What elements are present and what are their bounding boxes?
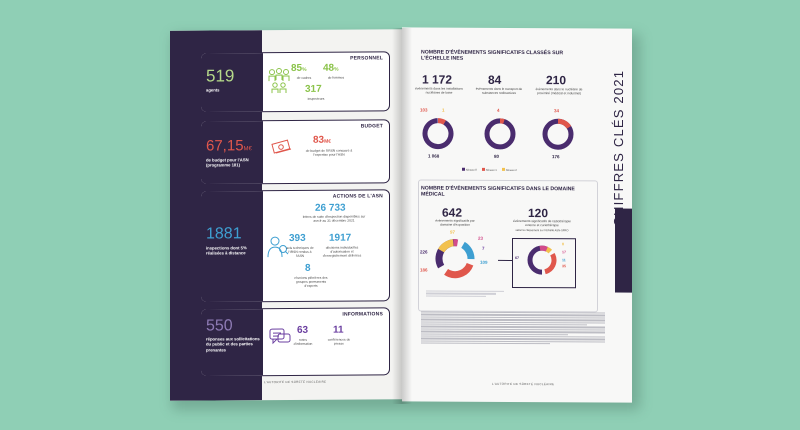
medical-b-label-35: 35 <box>562 264 566 269</box>
femmes-value: 48 <box>323 62 335 74</box>
ines-label-2: évènements dans le transport de substanc… <box>475 86 523 95</box>
inspecteurs-value: 317 <box>305 83 322 95</box>
agents-label: agents <box>206 87 220 93</box>
ines-donut-3 <box>542 118 574 150</box>
ines-bottom-1: 1 068 <box>428 153 440 159</box>
ines-legend-1: Niveau 1 <box>485 167 497 172</box>
vertical-title: CHIFFRES CLÉS 2021 <box>611 69 626 227</box>
femmes-label: de femmes <box>327 75 345 80</box>
medical-b-label-8: 8 <box>562 242 564 247</box>
avis-label: avis techniques de l'IRSN rendus à l'ASN <box>286 245 314 258</box>
informations-card: 550 réponses aux sollicitations du publi… <box>200 307 390 377</box>
budget-label: de budget de l'IRSN consacré à l'experti… <box>305 148 353 157</box>
informations-title: INFORMATIONS <box>342 311 383 318</box>
medical-a-label-23: 23 <box>478 235 484 241</box>
cadres-value: 85 <box>291 62 303 74</box>
medical-a-label-97: 97 <box>450 229 456 235</box>
ines-legend-2: Niveau 2 <box>505 167 517 172</box>
reunions-label: réunions plénières des groupes permanent… <box>294 275 328 288</box>
reponses-label: réponses aux sollicitations du public et… <box>206 336 260 353</box>
personnel-title: PERSONNEL <box>350 55 383 62</box>
medical-donut-b <box>527 245 557 275</box>
avis-value: 393 <box>289 232 306 244</box>
medical-b-label-67: 67 <box>515 255 519 261</box>
medical-a-label-7: 7 <box>482 245 485 251</box>
left-page: 519 agents PERSONNEL 85% de cadres 48% d… <box>170 29 402 401</box>
ines-top-a-3: 34 <box>554 108 560 114</box>
conf-label: conférences de presse <box>327 337 351 346</box>
personnel-card: 519 agents PERSONNEL 85% de cadres 48% d… <box>200 51 390 113</box>
budget-card: 67,15M€ de budget pour l'ASN (programme … <box>200 119 390 185</box>
ines-bottom-3: 176 <box>552 154 560 160</box>
inspector-icon <box>267 236 289 258</box>
inspections-value: 1881 <box>206 225 242 243</box>
medical-connector <box>498 259 512 261</box>
speech-icon <box>269 328 291 345</box>
right-page: CHIFFRES CLÉS 2021 NOMBRE D'ÉVÈNEMENTS S… <box>402 27 632 403</box>
reponses-value: 550 <box>206 317 233 335</box>
banknote-icon <box>271 139 292 154</box>
medical-b-value: 120 <box>528 206 549 221</box>
budget-title: BUDGET <box>360 123 383 130</box>
ines-label-3: évènements dans le nucléaire de proximit… <box>535 87 583 96</box>
budget-big-value: 67,15 <box>206 137 244 155</box>
cadres-label: de cadres <box>296 75 312 80</box>
budget-unit: M€ <box>324 138 332 145</box>
ines-value-2: 84 <box>488 72 502 87</box>
actions-card: 1881 inspections dont 5% réalisées à dis… <box>200 189 390 303</box>
ines-bottom-2: 80 <box>494 153 500 159</box>
ines-value-1: 1 172 <box>422 72 453 87</box>
ines-value-3: 210 <box>546 73 567 88</box>
body-text-block <box>421 310 605 369</box>
medical-a-value: 642 <box>442 205 463 220</box>
ines-donut-2 <box>484 118 516 150</box>
ines-top-b-1: 1 <box>442 107 445 113</box>
femmes-pct: % <box>334 66 339 73</box>
medical-a-label-186: 186 <box>420 267 428 273</box>
medical-b-label-11: 11 <box>562 258 566 263</box>
budget-big-unit: M€ <box>243 146 252 153</box>
ines-label-1: évènements dans les installations nucléa… <box>415 86 463 95</box>
medical-b-label: évènements significatifs de radiothérapi… <box>513 218 571 228</box>
medical-donut-a <box>435 239 475 279</box>
medical-a-label: évènements significatifs par domaine d'e… <box>435 218 475 227</box>
notes-label: notes d'information <box>293 337 313 346</box>
actions-title: ACTIONS DE L'ASN <box>332 193 383 200</box>
letters-label: lettres de suite d'inspection disponible… <box>302 214 366 223</box>
conf-value: 11 <box>333 324 344 336</box>
medical-a-legend <box>426 290 506 299</box>
inspections-label: inspections dont 5% réalisées à distance <box>206 245 247 256</box>
budget-big-label: de budget pour l'ASN (programme 181) <box>206 157 249 168</box>
medical-title: NOMBRE D'ÉVÈNEMENTS SIGNIFICATIFS DANS L… <box>421 185 575 198</box>
ines-top-a-1: 103 <box>420 107 428 113</box>
ines-legend-0: Niveau 0 <box>465 167 477 172</box>
budget-value: 83 <box>313 134 325 146</box>
cadres-pct: % <box>302 66 307 73</box>
medical-b-sub: selon le classement sur l'échelle ASN-SF… <box>515 228 569 233</box>
vertical-title-wrap: CHIFFRES CLÉS 2021 <box>609 36 627 236</box>
people-icon <box>268 68 290 94</box>
decisions-label: décisions individuelles d'autorisation e… <box>322 245 362 258</box>
left-footer: L'AUTORITÉ DE SÛRETÉ NUCLÉAIRE <box>264 379 327 385</box>
ines-donut-1 <box>422 118 454 150</box>
reunions-value: 8 <box>305 262 311 274</box>
medical-a-label-226: 226 <box>420 249 428 255</box>
notes-value: 63 <box>297 324 309 336</box>
letters-value: 26 733 <box>315 202 346 214</box>
inspecteurs-label: inspecteurs <box>307 96 325 101</box>
ines-top-a-2: 4 <box>497 107 500 113</box>
medical-a-label-109: 109 <box>480 259 488 265</box>
agents-value: 519 <box>206 66 235 86</box>
medical-b-label-17: 17 <box>562 250 566 255</box>
booklet-spread: 519 agents PERSONNEL 85% de cadres 48% d… <box>170 27 632 404</box>
right-footer: L'AUTORITÉ DE SÛRETÉ NUCLÉAIRE <box>492 381 555 387</box>
vertical-navy-bar <box>615 208 632 293</box>
ines-title: NOMBRE D'ÉVÈNEMENTS SIGNIFICATIFS CLASSÉ… <box>421 49 564 62</box>
decisions-value: 1917 <box>329 232 352 244</box>
